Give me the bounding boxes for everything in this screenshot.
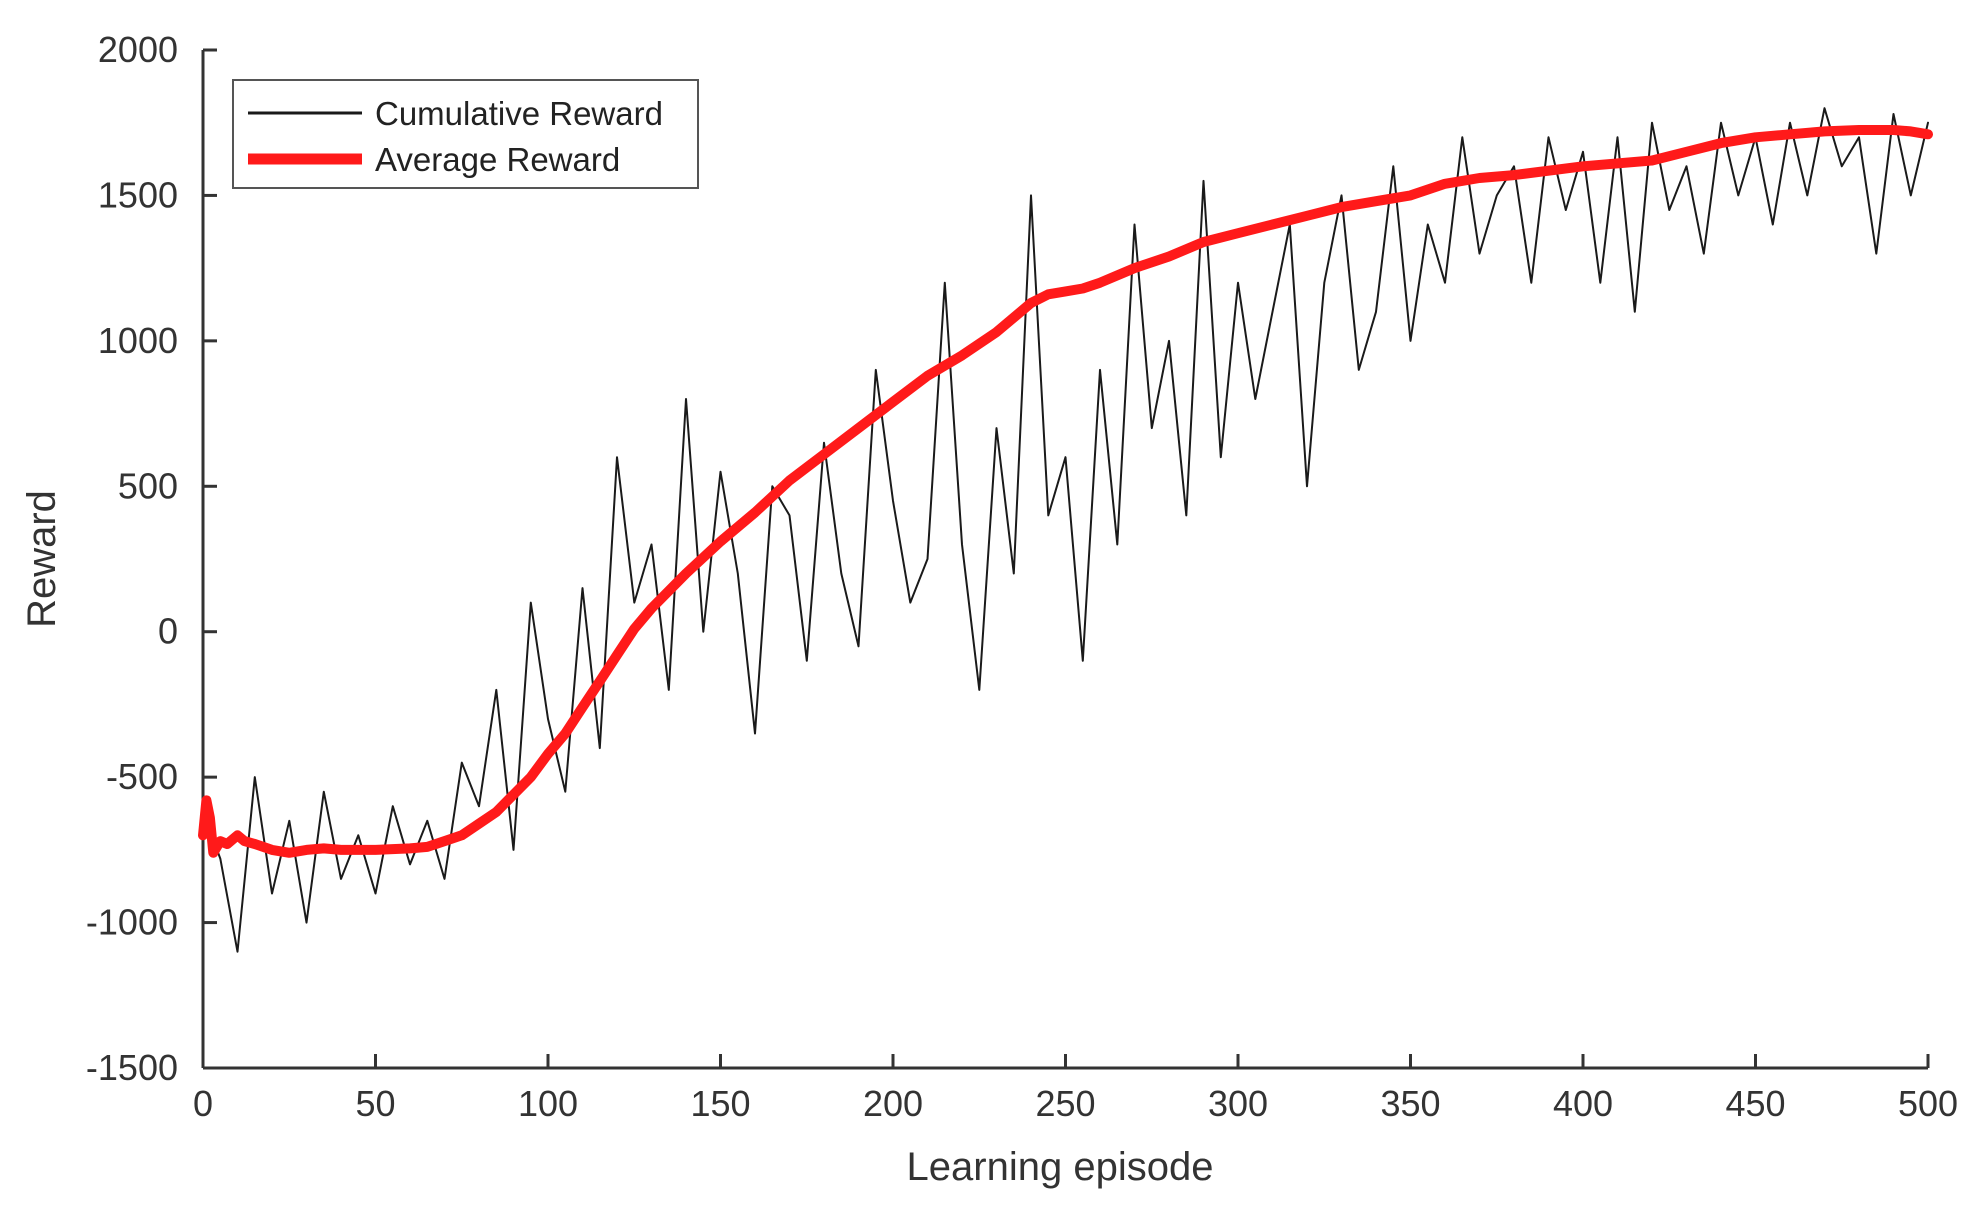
x-ticks-group: 0 50 100 150 200 250 300 350 400 450 500	[193, 1054, 1958, 1124]
x-tick-label: 250	[1035, 1083, 1095, 1124]
y-tick-label: -1000	[86, 902, 178, 943]
x-tick-label: 450	[1725, 1083, 1785, 1124]
legend-label-average-reward: Average Reward	[375, 141, 620, 178]
x-tick-label: 200	[863, 1083, 923, 1124]
x-tick-label: 50	[355, 1083, 395, 1124]
series-layer	[198, 107, 1933, 953]
x-tick-label: 350	[1380, 1083, 1440, 1124]
series-line-cumulative-reward	[202, 107, 1929, 953]
y-ticks-group: 2000 1500 1000 500 0 -500 -1000 -1500	[86, 29, 217, 1088]
x-tick-label: 100	[518, 1083, 578, 1124]
legend-box	[232, 79, 699, 189]
y-tick-label: -1500	[86, 1047, 178, 1088]
x-axis-title: Learning episode	[907, 1145, 1214, 1189]
x-tick-label: 150	[690, 1083, 750, 1124]
legend-label-cumulative-reward: Cumulative Reward	[375, 95, 663, 132]
x-tick-label: 500	[1898, 1083, 1958, 1124]
y-tick-label: 1500	[98, 174, 178, 215]
y-tick-label: -500	[106, 756, 178, 797]
y-tick-label: 500	[118, 465, 178, 506]
y-tick-label: 1000	[98, 320, 178, 361]
y-axis-title: Reward	[20, 490, 64, 628]
series-line-average-reward	[198, 125, 1933, 858]
x-tick-label: 0	[193, 1083, 213, 1124]
x-tick-label: 400	[1553, 1083, 1613, 1124]
y-tick-label: 0	[158, 611, 178, 652]
x-tick-label: 300	[1208, 1083, 1268, 1124]
y-tick-label: 2000	[98, 29, 178, 70]
legend: Cumulative Reward Average Reward	[232, 79, 699, 189]
